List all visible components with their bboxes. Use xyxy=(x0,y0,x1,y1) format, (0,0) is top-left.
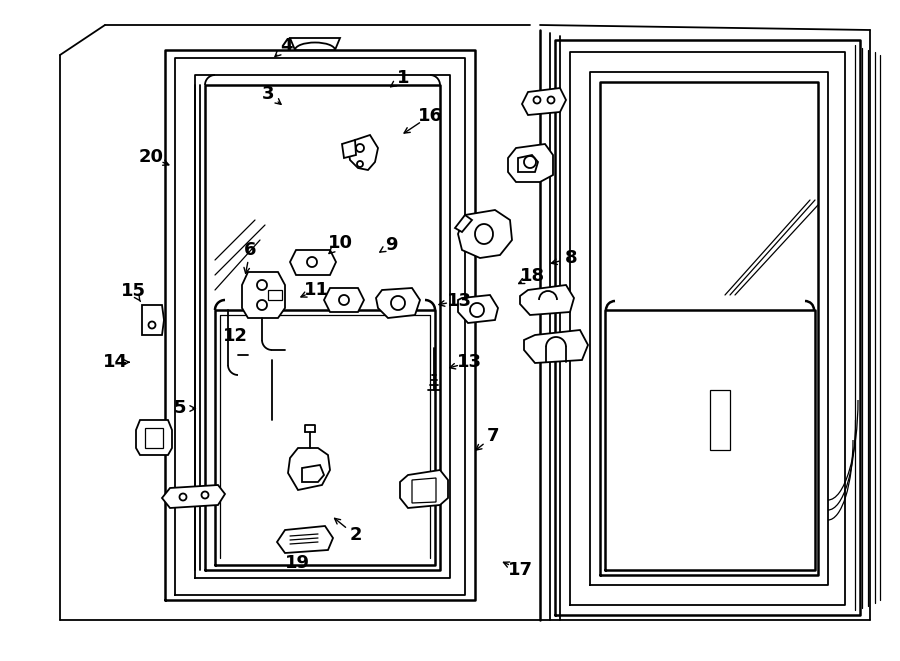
Text: 18: 18 xyxy=(520,267,545,286)
Text: 13: 13 xyxy=(446,292,472,310)
Polygon shape xyxy=(242,272,285,318)
Polygon shape xyxy=(400,470,448,508)
Text: 14: 14 xyxy=(103,353,128,371)
Text: 12: 12 xyxy=(223,327,248,345)
Polygon shape xyxy=(455,215,472,232)
Polygon shape xyxy=(162,485,225,508)
Text: 6: 6 xyxy=(244,241,256,259)
Polygon shape xyxy=(522,88,566,115)
Polygon shape xyxy=(458,295,498,323)
Polygon shape xyxy=(288,448,330,490)
Text: 17: 17 xyxy=(508,561,533,579)
Text: 7: 7 xyxy=(487,427,500,446)
Polygon shape xyxy=(508,144,553,182)
Polygon shape xyxy=(145,428,163,448)
Polygon shape xyxy=(290,250,336,275)
Text: 8: 8 xyxy=(565,249,578,267)
Polygon shape xyxy=(348,135,378,170)
Text: 3: 3 xyxy=(262,85,274,103)
Text: 9: 9 xyxy=(385,235,398,254)
Text: 15: 15 xyxy=(121,282,146,300)
Text: 4: 4 xyxy=(280,37,292,56)
Polygon shape xyxy=(710,390,730,450)
Text: 19: 19 xyxy=(284,554,310,572)
Text: 10: 10 xyxy=(328,234,353,253)
Text: 20: 20 xyxy=(139,148,164,167)
Polygon shape xyxy=(458,210,512,258)
Polygon shape xyxy=(518,155,538,172)
Text: 2: 2 xyxy=(349,526,362,545)
Text: 1: 1 xyxy=(397,69,410,87)
Polygon shape xyxy=(290,38,340,50)
Polygon shape xyxy=(342,140,356,158)
Polygon shape xyxy=(412,478,436,503)
Polygon shape xyxy=(268,290,282,300)
Polygon shape xyxy=(302,465,324,482)
Polygon shape xyxy=(136,420,172,455)
Polygon shape xyxy=(524,330,588,363)
Polygon shape xyxy=(142,305,164,335)
Polygon shape xyxy=(324,288,364,312)
Polygon shape xyxy=(277,526,333,553)
Text: 11: 11 xyxy=(304,280,329,299)
Polygon shape xyxy=(376,288,420,318)
Text: 13: 13 xyxy=(457,353,482,371)
Text: 16: 16 xyxy=(418,106,443,125)
Text: 5: 5 xyxy=(174,399,186,418)
Polygon shape xyxy=(520,285,574,315)
